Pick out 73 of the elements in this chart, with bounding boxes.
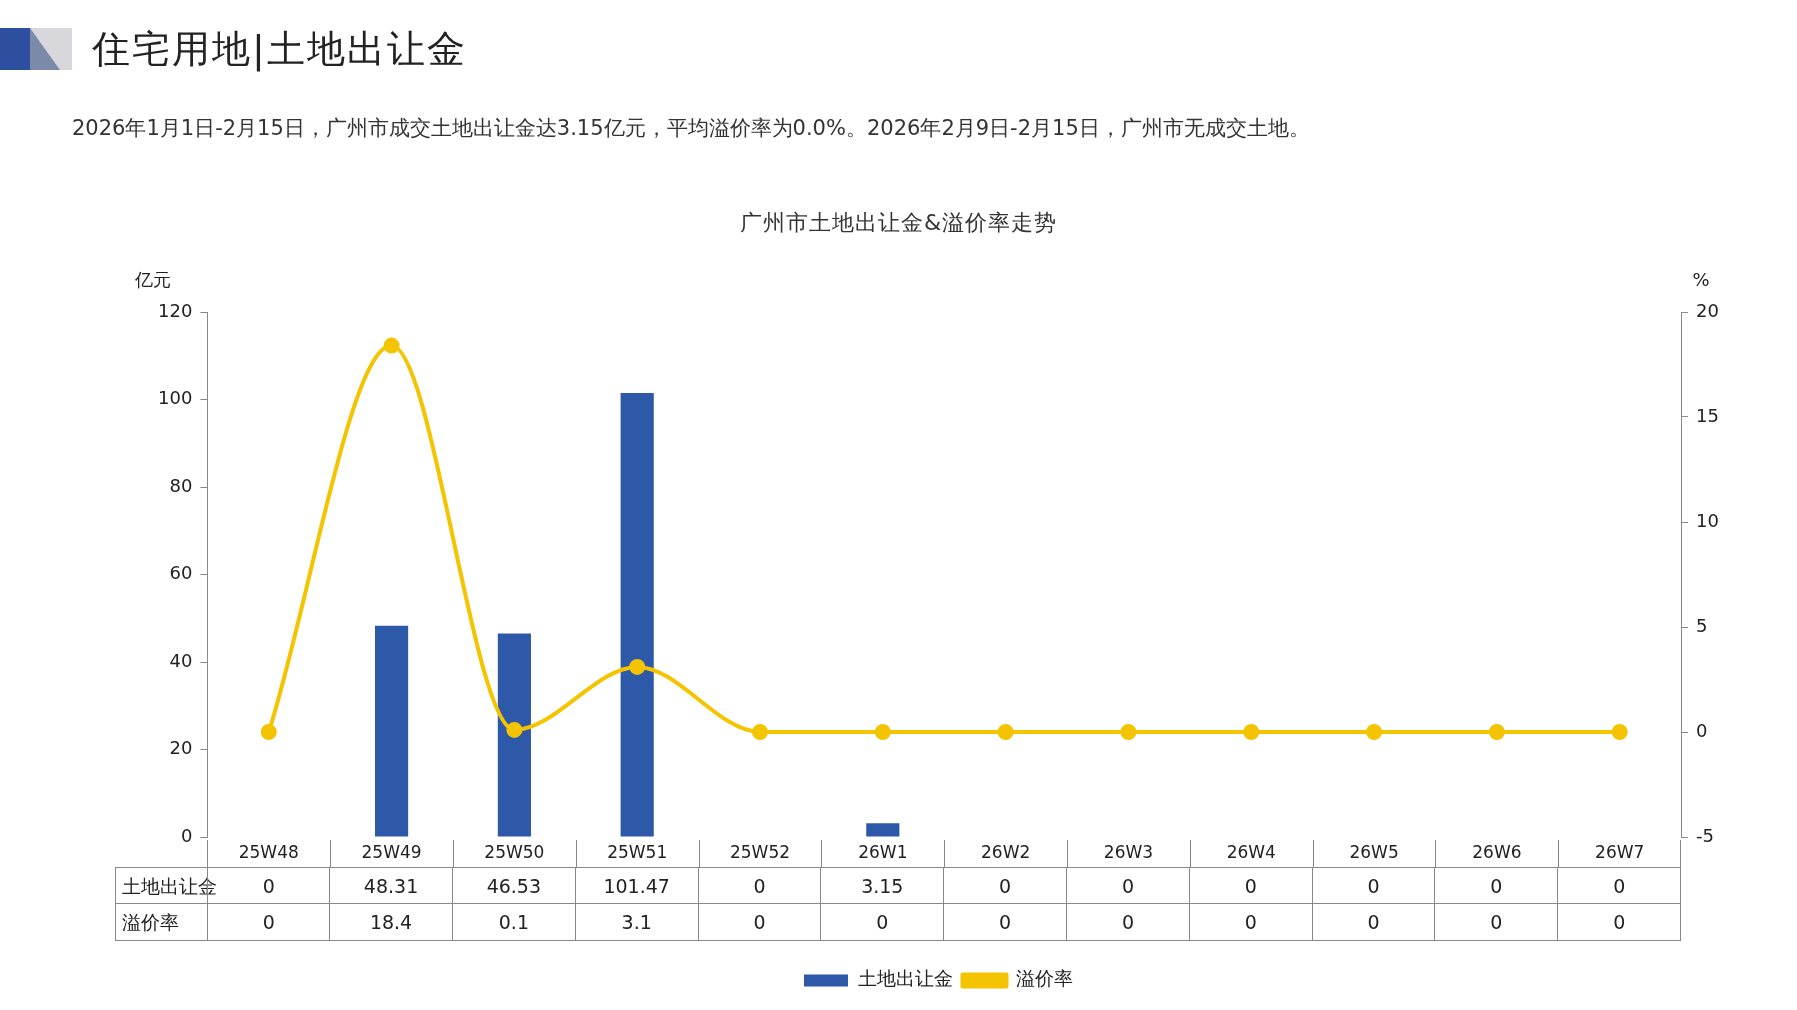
x-tick-label: 26W7 — [1595, 841, 1645, 862]
x-tick-label: 26W1 — [858, 841, 908, 862]
data-label: 3.15 — [821, 867, 945, 904]
x-tick-label: 26W5 — [1349, 841, 1399, 862]
data-label: 48.31 — [330, 867, 453, 904]
data-label: 101.47 — [575, 867, 699, 904]
legend-label: 溢价率 — [1016, 967, 1073, 990]
text: 溢价率 — [122, 911, 179, 933]
x-tick-label: 26W2 — [981, 841, 1031, 862]
data-label: 0 — [1558, 867, 1682, 904]
y2-axis-title: % — [1692, 268, 1710, 290]
y-tick-label: 0 — [180, 824, 193, 846]
y2-tick-label: 20 — [1696, 299, 1719, 321]
y-tick-label: 60 — [169, 562, 193, 584]
data-label: 0 — [944, 904, 1068, 941]
x-tick-label: 26W4 — [1226, 841, 1276, 862]
point — [1120, 724, 1137, 740]
legend-label: 土地出让金 — [857, 967, 953, 990]
chart-subtitle: 2026年1月1日-2月15日，广州市成交土地出让金达3.15亿元，平均溢价率为0.0%。2026年2月9日-2月15日，广州市无成交土地。 — [72, 115, 1310, 142]
data-label: 18.4 — [330, 904, 453, 941]
point — [506, 721, 523, 738]
y-tick-label: 100 — [158, 387, 193, 409]
y-tick-label: 40 — [169, 649, 193, 671]
data-label: 0 — [1189, 904, 1313, 941]
data-label: 0 — [698, 904, 822, 941]
point — [383, 337, 400, 354]
data-label: 0 — [1189, 867, 1313, 904]
y-axis-title: 亿元 — [134, 268, 172, 290]
data-label: 0 — [1435, 867, 1559, 904]
bar — [497, 633, 531, 837]
data-label: 0 — [1558, 904, 1682, 941]
text: 广州市土地出让金&溢价率走势 — [738, 209, 1059, 237]
y-tick-label: 120 — [158, 299, 193, 321]
bar — [374, 625, 409, 837]
data-label: 0 — [1067, 904, 1190, 941]
y2-tick-label: 5 — [1696, 614, 1708, 636]
point — [1611, 724, 1628, 740]
y-tick-label: 20 — [169, 737, 193, 759]
data-label: 0 — [207, 904, 331, 941]
x-tick-label: 25W48 — [238, 841, 299, 862]
point — [997, 724, 1014, 740]
data-label: 0 — [1312, 867, 1436, 904]
point — [260, 724, 277, 740]
x-tick-label: 26W3 — [1103, 841, 1154, 862]
point — [1488, 724, 1505, 740]
x-tick-label: 26W6 — [1472, 841, 1522, 862]
x-tick-label: 25W50 — [484, 841, 545, 862]
data-label: 0 — [944, 867, 1068, 904]
point — [874, 724, 891, 740]
x-tick-label: 25W49 — [361, 841, 422, 862]
data-label: 0.1 — [452, 904, 576, 941]
y2-tick-label: 10 — [1696, 509, 1719, 531]
y2-tick-label: -5 — [1696, 824, 1715, 846]
data-label: 0 — [1435, 904, 1559, 941]
data-label: 0 — [262, 875, 275, 897]
y-tick-label: 80 — [169, 474, 193, 496]
bar — [866, 823, 900, 837]
data-label: 0 — [1312, 904, 1436, 941]
y2-tick-label: 0 — [1696, 719, 1708, 741]
point — [1366, 724, 1383, 740]
x-tick-label: 25W52 — [729, 841, 791, 862]
y2-tick-label: 15 — [1696, 404, 1719, 426]
point — [629, 658, 646, 675]
point — [1243, 724, 1260, 740]
x-tick-label: 25W51 — [607, 841, 668, 862]
data-label: 3.1 — [575, 904, 699, 941]
data-label: 0 — [821, 904, 945, 941]
point — [752, 724, 769, 740]
bar — [620, 393, 654, 837]
data-label: 0 — [698, 867, 822, 904]
data-label: 46.53 — [452, 867, 576, 904]
data-label: 0 — [1067, 867, 1190, 904]
chart-title: 住宅用地|土地出让金 — [92, 26, 467, 74]
